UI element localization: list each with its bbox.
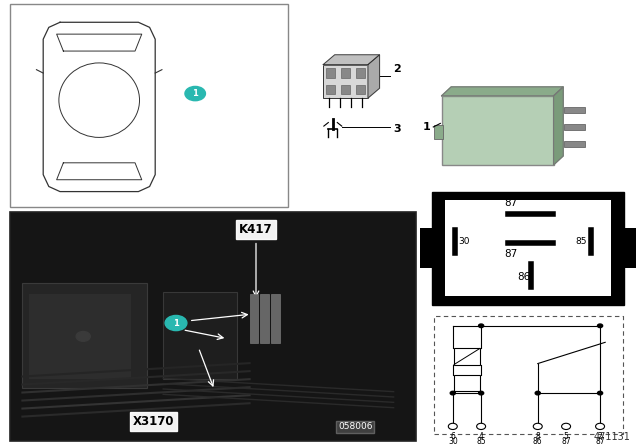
Text: 6: 6: [451, 432, 455, 441]
Text: 3: 3: [394, 124, 401, 134]
Bar: [356, 85, 365, 94]
Bar: [434, 316, 623, 435]
Circle shape: [477, 423, 486, 430]
Bar: [323, 65, 368, 98]
Circle shape: [479, 324, 484, 327]
Circle shape: [596, 423, 605, 430]
Bar: [341, 69, 350, 78]
Bar: [432, 192, 624, 305]
Text: 8: 8: [536, 432, 540, 441]
Text: 30: 30: [458, 237, 470, 246]
Circle shape: [535, 391, 540, 395]
Circle shape: [76, 332, 90, 341]
Circle shape: [451, 391, 456, 395]
Text: 2: 2: [598, 432, 602, 441]
Text: 87: 87: [505, 249, 518, 259]
Polygon shape: [323, 55, 380, 65]
Bar: [564, 124, 585, 130]
Bar: [260, 294, 269, 343]
Bar: [442, 96, 554, 165]
Bar: [22, 283, 147, 388]
Text: 85: 85: [476, 437, 486, 446]
Bar: [445, 201, 611, 296]
Text: 471131: 471131: [593, 432, 630, 442]
Bar: [564, 107, 585, 113]
Bar: [454, 348, 480, 366]
Text: 4: 4: [479, 432, 484, 441]
Circle shape: [562, 423, 571, 430]
Text: 1: 1: [192, 89, 198, 98]
Text: 86: 86: [517, 272, 531, 282]
Bar: [326, 85, 335, 94]
Text: 87: 87: [595, 437, 605, 446]
Bar: [271, 294, 280, 343]
Circle shape: [448, 423, 458, 430]
Text: 85: 85: [575, 237, 587, 246]
Polygon shape: [368, 55, 380, 98]
Bar: [356, 69, 365, 78]
Bar: [564, 141, 585, 147]
Text: 87: 87: [505, 198, 518, 208]
Bar: [10, 211, 416, 441]
Circle shape: [598, 324, 603, 327]
Text: 1: 1: [422, 122, 430, 132]
Bar: [326, 69, 335, 78]
Text: 1: 1: [173, 319, 179, 327]
Text: 5: 5: [564, 432, 568, 441]
Bar: [454, 375, 480, 391]
Polygon shape: [442, 87, 563, 96]
Text: 30: 30: [448, 437, 458, 446]
Bar: [250, 294, 258, 343]
Text: 2: 2: [394, 64, 401, 74]
Bar: [611, 228, 636, 268]
Polygon shape: [554, 87, 563, 165]
Bar: [10, 4, 288, 207]
Circle shape: [185, 86, 205, 101]
Bar: [163, 292, 237, 379]
Circle shape: [598, 391, 603, 395]
Text: K417: K417: [239, 223, 273, 236]
Bar: [434, 125, 443, 138]
Text: 86: 86: [533, 437, 543, 446]
Text: X3170: X3170: [133, 414, 174, 427]
Bar: [341, 85, 350, 94]
Circle shape: [533, 423, 542, 430]
Circle shape: [165, 315, 187, 331]
Text: 058006: 058006: [338, 422, 372, 431]
Text: 87: 87: [561, 437, 571, 446]
Bar: [29, 294, 131, 379]
Circle shape: [479, 391, 484, 395]
Bar: [420, 228, 445, 268]
